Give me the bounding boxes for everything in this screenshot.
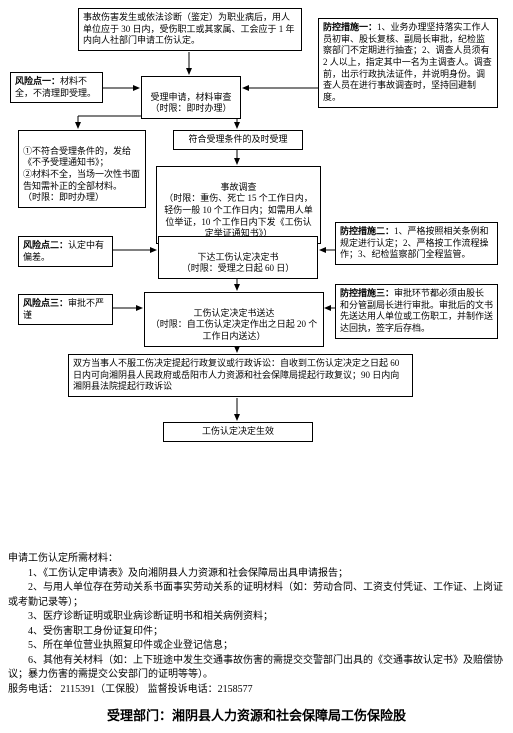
node-investigate: 事故调查 （时限：重伤、死亡 15 个工作日内，轻伤一般 10 个工作日内；如需… bbox=[156, 166, 321, 244]
risk1-label: 风险点一： bbox=[15, 76, 60, 86]
node-risk3: 风险点三：审批不严谨 bbox=[18, 294, 113, 325]
materials-item-1: 1、《工伤认定申请表》及向湘阴县人力资源和社会保障局出具申请报告； bbox=[8, 567, 505, 582]
prevent1-text: 1、业务办理坚持落实工作人员初审、股长复核、副局长审批，纪检监察部门不定期进行抽… bbox=[323, 22, 492, 102]
materials-item-6: 6、其他有关材料（如：上下班途中发生交通事故伤害的需提交交警部门出具的《交通事故… bbox=[8, 654, 505, 683]
node-start: 事故伤害发生或依法诊断（鉴定）为职业病后，用人单位应于 30 日内，受伤职工或其… bbox=[78, 8, 302, 51]
node-effect: 工伤认定决定生效 bbox=[163, 422, 313, 442]
decision-text: 下达工伤认定决定书 （时限：受理之日起 60 日） bbox=[182, 252, 295, 274]
footer-dept: 受理部门：湘阴县人力资源和社会保障局工伤保险股 bbox=[8, 707, 505, 725]
materials-item-5: 5、所在单位营业执照复印件或企业登记信息； bbox=[8, 639, 505, 654]
meets-text: 符合受理条件的及时受理 bbox=[188, 134, 287, 144]
flowchart-canvas: 事故伤害发生或依法诊断（鉴定）为职业病后，用人单位应于 30 日内，受伤职工或其… bbox=[8, 8, 505, 548]
node-deliver: 工伤认定决定书送达 （时限：自工伤认定决定作出之日起 20 个工作日内送达） bbox=[144, 292, 324, 347]
node-appeal: 双方当事人不服工伤决定提起行政复议或行政诉讼：自收到工伤认定决定之日起 60 日… bbox=[68, 354, 413, 397]
node-prevent1: 防控措施一：1、业务办理坚持落实工作人员初审、股长复核、副局长审批，纪检监察部门… bbox=[318, 18, 498, 108]
accept-review-text: 受理申请，材料审查 （时限：即时办理） bbox=[150, 92, 231, 114]
node-risk1: 风险点一：材料不全，不清理即受理。 bbox=[10, 72, 103, 103]
node-prevent3: 防控措施三：审批环节都必须由股长和分管副局长进行审批。审批后的文书先送达用人单位… bbox=[335, 284, 498, 339]
investigate-text: 事故调查 （时限：重伤、死亡 15 个工作日内，轻伤一般 10 个工作日内；如需… bbox=[164, 182, 313, 239]
risk2-label: 风险点二： bbox=[23, 240, 68, 250]
materials-heading: 申请工伤认定所需材料： bbox=[8, 552, 505, 567]
node-reject: ①不符合受理条件的，发给《不予受理通知书》； ②材料不全，当场一次性书面告知需补… bbox=[18, 130, 146, 208]
node-decision: 下达工伤认定决定书 （时限：受理之日起 60 日） bbox=[158, 236, 318, 279]
materials-item-3: 3、医疗诊断证明或职业病诊断证明书和相关病例资料； bbox=[8, 610, 505, 625]
node-start-text: 事故伤害发生或依法诊断（鉴定）为职业病后，用人单位应于 30 日内，受伤职工或其… bbox=[83, 12, 295, 45]
reject-text: ①不符合受理条件的，发给《不予受理通知书》； ②材料不全，当场一次性书面告知需补… bbox=[23, 146, 140, 203]
prevent1-label: 防控措施一： bbox=[323, 22, 377, 32]
materials-phones: 服务电话： 2115391（工保股） 监督投诉电话：2158577 bbox=[8, 683, 505, 698]
effect-text: 工伤认定决定生效 bbox=[202, 426, 274, 436]
node-risk2: 风险点二：认定中有偏差。 bbox=[18, 236, 113, 267]
materials-item-2: 2、与用人单位存在劳动关系书面事实劳动关系的证明材料（如：劳动合同、工资支付凭证… bbox=[8, 581, 505, 610]
node-prevent2: 防控措施二：1、严格按照相关条例和规定进行认定；2、严格按工作流程操作；3、纪检… bbox=[335, 222, 498, 265]
node-meets: 符合受理条件的及时受理 bbox=[173, 130, 303, 150]
deliver-text: 工伤认定决定书送达 （时限：自工伤认定决定作出之日起 20 个工作日内送达） bbox=[151, 308, 318, 341]
materials-section: 申请工伤认定所需材料： 1、《工伤认定申请表》及向湘阴县人力资源和社会保障局出具… bbox=[8, 552, 505, 697]
risk3-label: 风险点三： bbox=[23, 298, 68, 308]
materials-item-4: 4、受伤害职工身份证复印件； bbox=[8, 625, 505, 640]
prevent3-label: 防控措施三： bbox=[340, 288, 394, 298]
appeal-text: 双方当事人不服工伤决定提起行政复议或行政诉讼：自收到工伤认定决定之日起 60 日… bbox=[73, 358, 399, 391]
node-accept-review: 受理申请，材料审查 （时限：即时办理） bbox=[141, 76, 241, 119]
prevent2-label: 防控措施二： bbox=[340, 226, 394, 236]
